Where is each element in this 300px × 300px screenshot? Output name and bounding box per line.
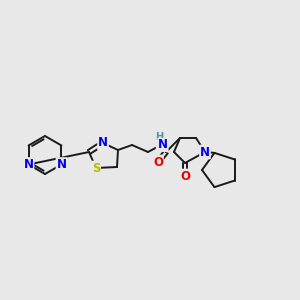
Text: N: N	[56, 158, 67, 171]
Text: N: N	[158, 139, 168, 152]
Text: O: O	[153, 155, 163, 169]
Text: H: H	[155, 132, 163, 142]
Text: N: N	[200, 146, 210, 158]
Text: N: N	[98, 136, 108, 149]
Text: S: S	[92, 161, 100, 175]
Text: O: O	[180, 169, 190, 182]
Text: N: N	[23, 158, 34, 171]
Text: H: H	[157, 140, 165, 150]
